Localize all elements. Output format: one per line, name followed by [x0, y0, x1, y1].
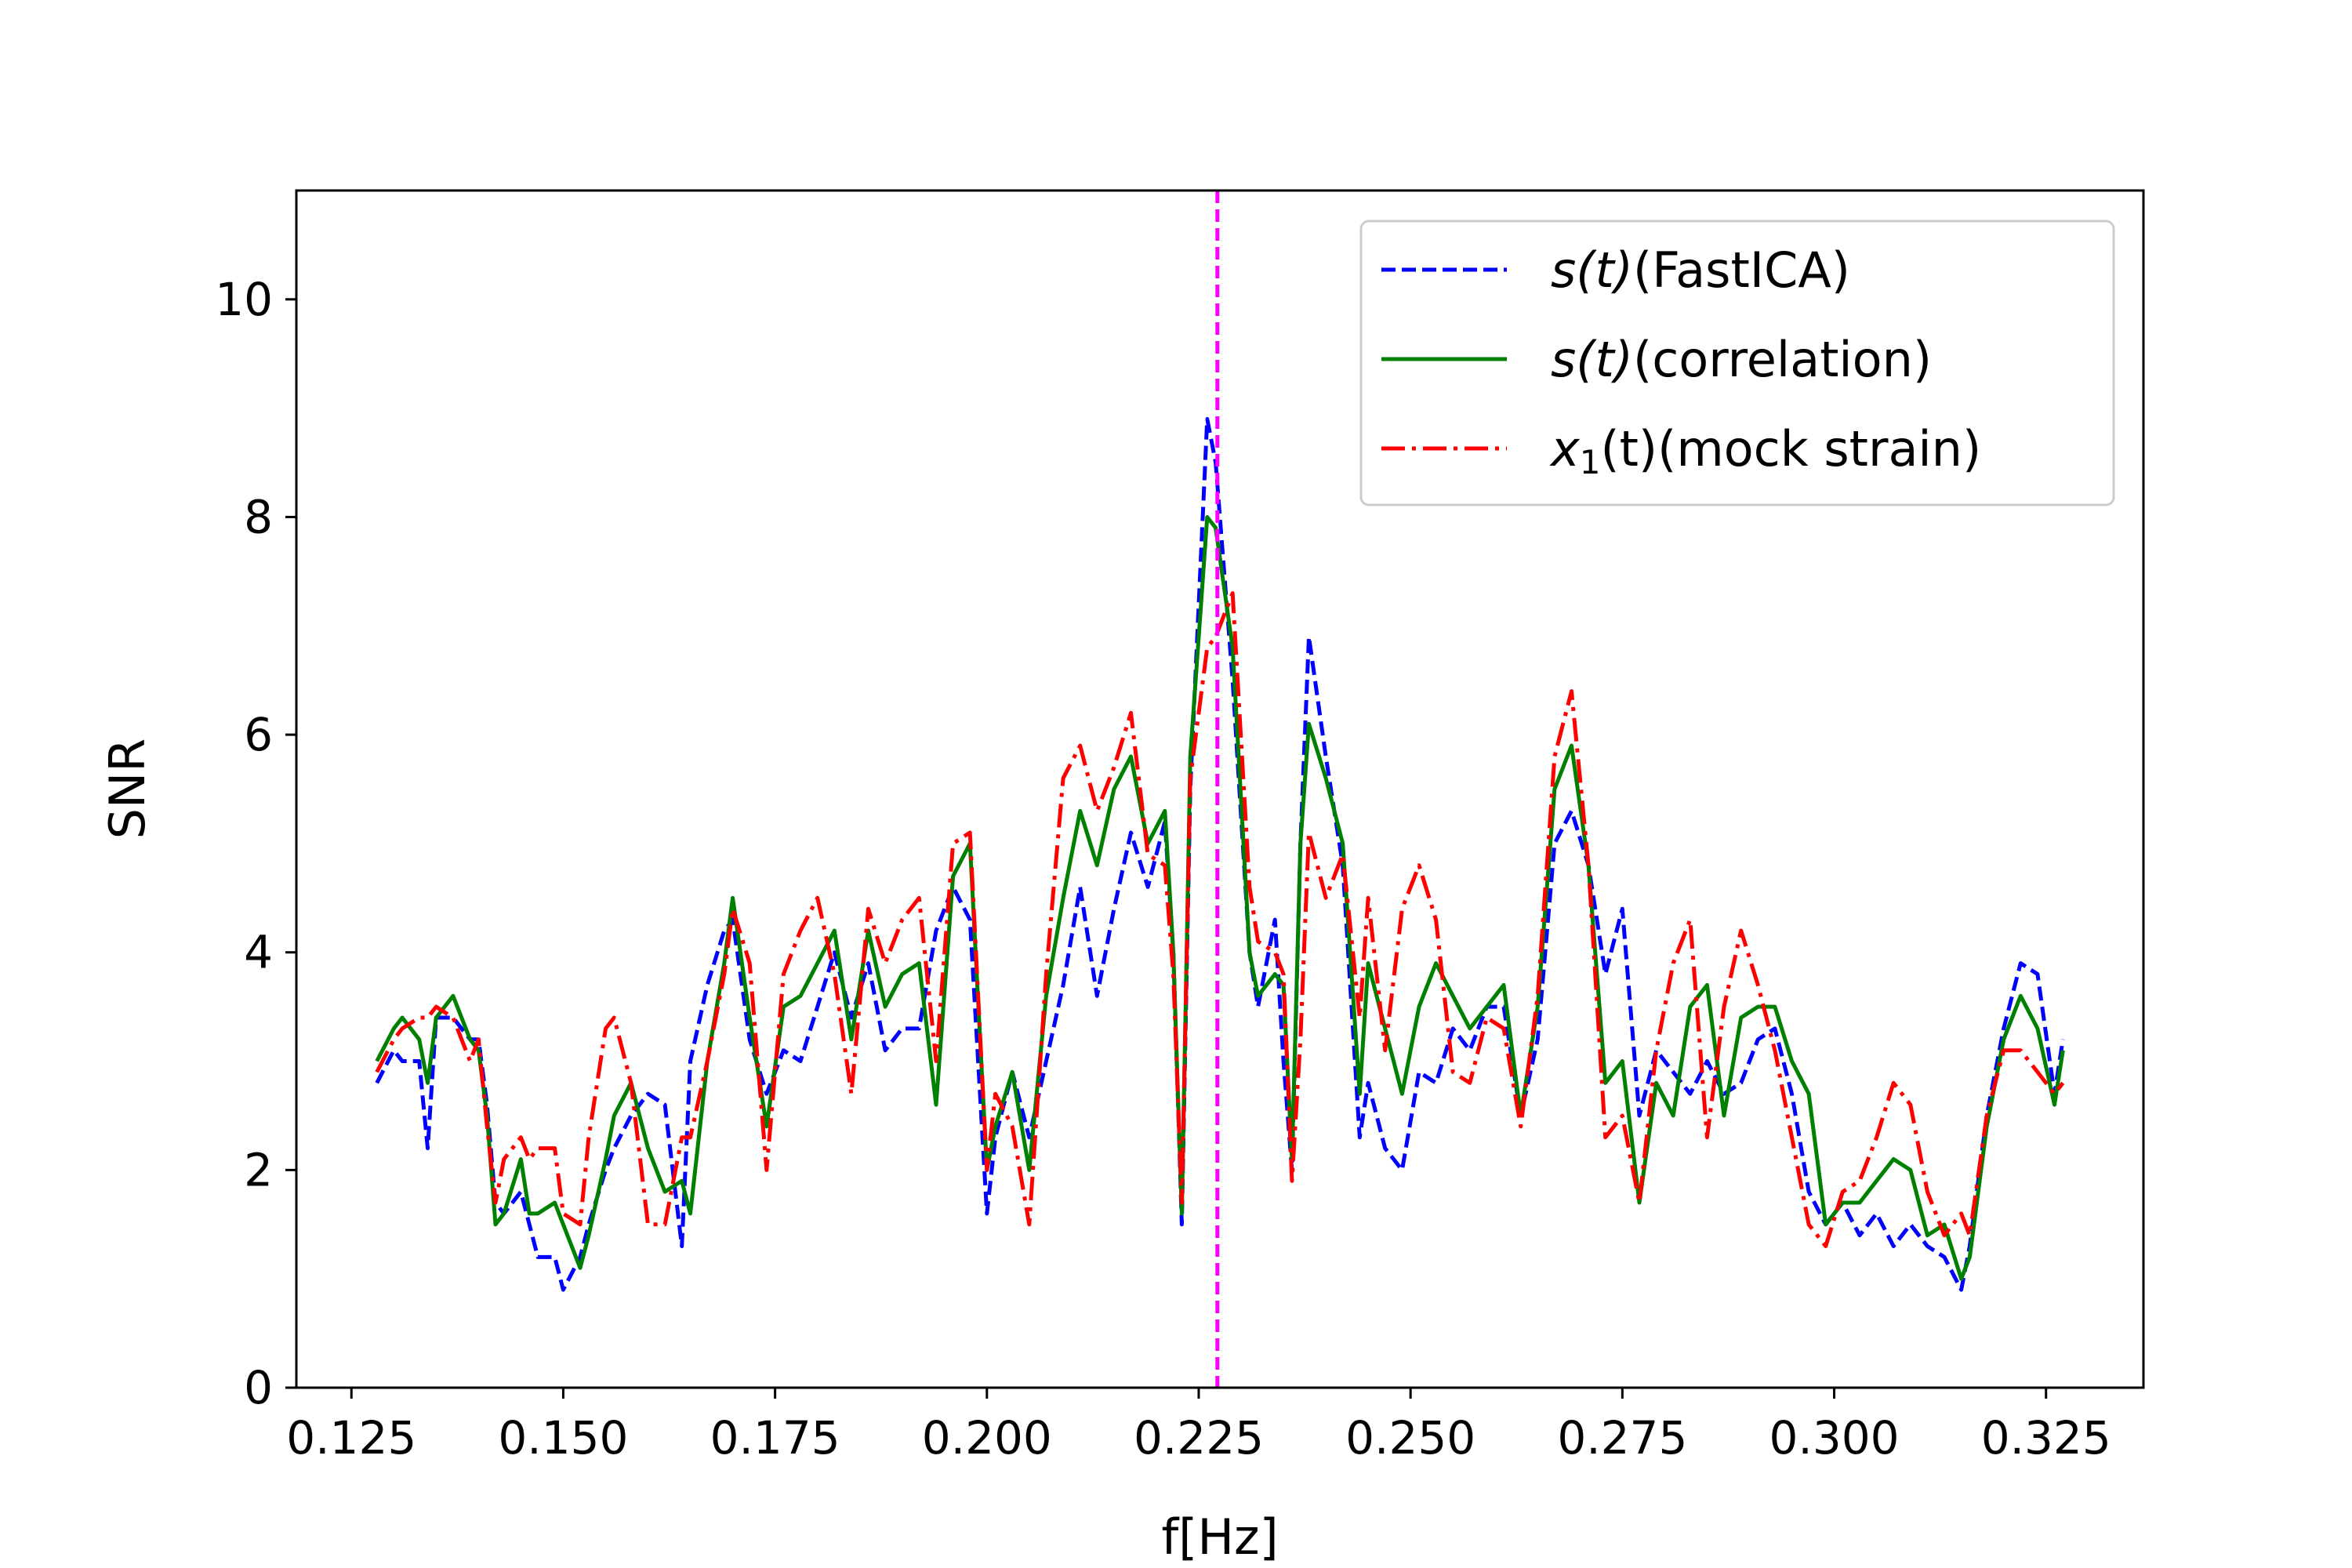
y-axis: 0 2 4 6 8 10: [215, 273, 296, 1414]
legend-box: [1359, 220, 2115, 506]
y-axis-title: SNR: [99, 739, 156, 840]
x-tick-label: 0.225: [1134, 1411, 1264, 1465]
x-tick-label: 0.300: [1769, 1411, 1900, 1465]
x-axis: 0.125 0.150 0.175 0.200 0.225 0.250 0.275 0.300…: [286, 1388, 2111, 1465]
y-tick-label: 8: [244, 490, 273, 543]
y-tick-label: 4: [244, 926, 273, 979]
x-tick-label: 0.250: [1345, 1411, 1475, 1465]
legend: s(t)(FastICA) s(t)(correlation) x1(t)(mo…: [1359, 220, 2115, 506]
x-tick-label: 0.150: [498, 1411, 628, 1465]
legend-label-correlation: s(t)(correlation): [1551, 331, 1932, 388]
legend-label-mock-strain: x1(t)(mock strain): [1549, 420, 1981, 481]
series-line-3: [375, 591, 2065, 1248]
x-tick-label: 0.325: [1981, 1411, 2111, 1465]
y-tick-label: 0: [244, 1361, 273, 1414]
x-tick-label: 0.175: [710, 1411, 840, 1465]
plot-frame: [295, 189, 2145, 1389]
y-tick-label: 2: [244, 1143, 273, 1196]
x-axis-title: f[Hz]: [1161, 1508, 1278, 1566]
series-layer: [375, 417, 2065, 1292]
y-tick-label: 6: [244, 708, 273, 761]
x-tick-label: 0.200: [922, 1411, 1052, 1465]
x-tick-label: 0.125: [286, 1411, 416, 1465]
legend-label-fastica: s(t)(FastICA): [1551, 241, 1850, 299]
x-tick-label: 0.275: [1557, 1411, 1687, 1465]
y-tick-label: 10: [215, 273, 273, 326]
